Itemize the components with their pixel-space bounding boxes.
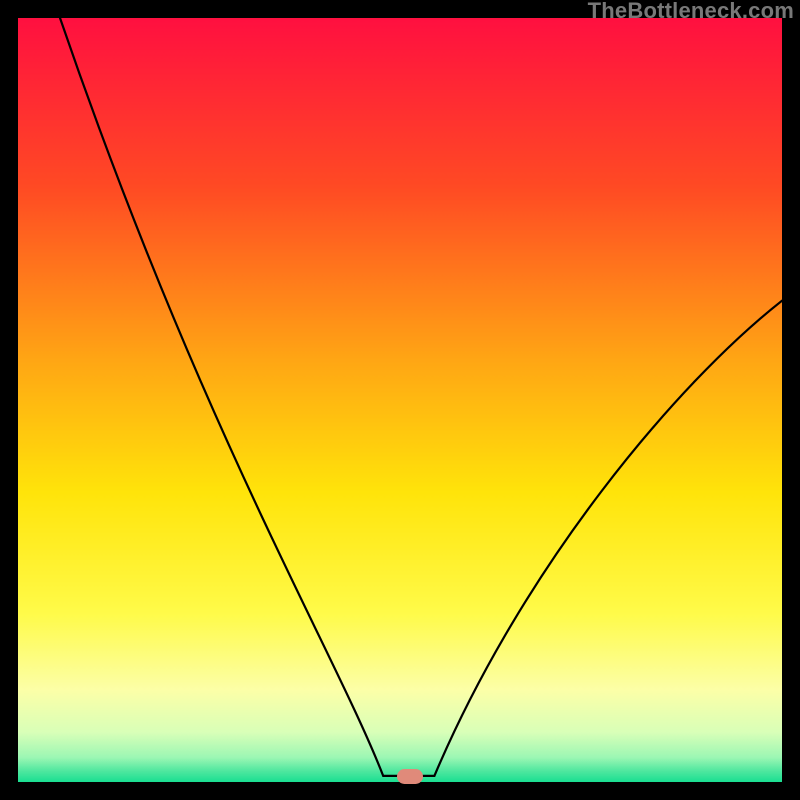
plot-area [18,18,782,782]
watermark-text: TheBottleneck.com [588,0,794,24]
chart-wrapper: TheBottleneck.com [0,0,800,800]
curve-svg [18,18,782,782]
optimal-marker [397,769,423,784]
